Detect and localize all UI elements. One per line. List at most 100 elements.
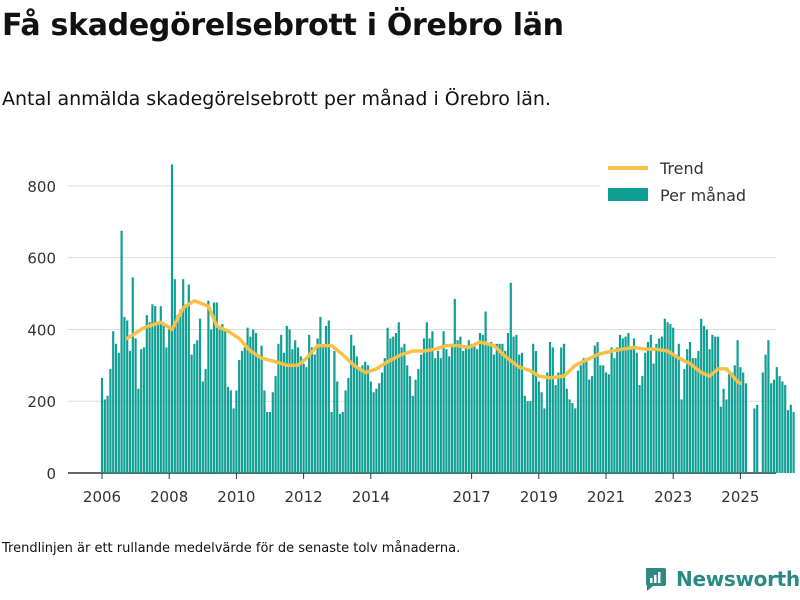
bar — [579, 365, 582, 473]
bar — [249, 336, 252, 473]
y-tick-label: 800 — [27, 178, 56, 196]
bar — [324, 325, 328, 473]
bar — [156, 322, 160, 473]
chart-title: Få skadegörelsebrott i Örebro län — [2, 8, 564, 43]
bar — [330, 411, 333, 473]
bar — [151, 304, 154, 473]
bar — [310, 347, 314, 473]
newsworthy-logo-icon — [646, 568, 666, 591]
bar — [789, 404, 792, 473]
bar — [548, 342, 552, 473]
bar — [672, 327, 675, 473]
bar — [506, 333, 510, 473]
bar — [652, 363, 655, 473]
x-tick-label: 2010 — [217, 488, 255, 506]
bar — [518, 354, 521, 473]
bar — [596, 342, 599, 473]
brand-logo[interactable]: Newsworthy — [644, 566, 800, 592]
bar — [705, 329, 708, 473]
bar — [467, 340, 470, 473]
bar — [456, 340, 459, 473]
bar — [274, 376, 277, 473]
bar — [282, 352, 286, 473]
x-tick-label: 2012 — [285, 488, 323, 506]
bar — [254, 333, 258, 473]
bar — [644, 352, 647, 473]
bar — [481, 334, 484, 473]
bar — [198, 318, 202, 473]
bar — [711, 334, 714, 473]
bar — [140, 349, 143, 473]
bar — [173, 279, 176, 473]
bar — [257, 354, 260, 473]
x-tick-label: 2021 — [587, 488, 625, 506]
bar — [154, 306, 157, 473]
bar — [478, 333, 482, 473]
bar — [299, 356, 302, 473]
bar — [341, 411, 344, 473]
bar — [439, 358, 442, 473]
bar — [372, 392, 375, 473]
y-tick-label: 400 — [27, 321, 56, 339]
bar — [725, 399, 728, 473]
bar — [772, 379, 776, 473]
bar — [742, 372, 745, 473]
bar — [781, 381, 784, 473]
bar — [280, 334, 283, 473]
bar — [215, 302, 218, 473]
bar — [655, 343, 658, 473]
bar — [364, 361, 367, 473]
bar — [767, 340, 770, 473]
bar — [501, 343, 504, 473]
bar — [686, 349, 689, 473]
bar — [400, 347, 403, 473]
bar — [319, 316, 322, 473]
legend-bar-swatch — [608, 188, 648, 201]
bar — [187, 284, 190, 473]
bar — [190, 354, 193, 473]
bar — [448, 356, 451, 473]
bar — [462, 350, 465, 473]
bar — [327, 320, 330, 473]
bar — [322, 347, 325, 473]
bar — [358, 368, 361, 473]
bar — [526, 401, 529, 473]
bar — [436, 350, 440, 473]
bar — [333, 350, 336, 473]
x-axis: 2006 2008 2010 2012 2014 2017 2019 2021 2023 2025 — [83, 473, 759, 506]
bar — [201, 381, 204, 473]
bar — [786, 410, 790, 473]
bar — [733, 365, 736, 473]
bar — [182, 279, 185, 473]
bar — [632, 338, 636, 473]
bar — [646, 342, 650, 473]
bar — [162, 322, 165, 473]
bar — [417, 368, 420, 473]
bar — [515, 334, 518, 473]
bar — [784, 385, 787, 473]
bar — [252, 329, 255, 473]
bar — [285, 325, 288, 473]
bar — [546, 372, 549, 473]
bar — [344, 390, 347, 473]
bar — [176, 315, 179, 473]
bar — [473, 345, 476, 473]
bar — [537, 381, 540, 473]
bar — [268, 411, 272, 473]
bar — [235, 390, 238, 473]
bar — [666, 322, 669, 473]
bar — [302, 363, 305, 473]
bar — [308, 334, 311, 473]
bar — [277, 343, 280, 473]
bar — [336, 381, 339, 473]
bar — [691, 358, 694, 473]
bar — [599, 365, 602, 473]
bar — [730, 372, 734, 473]
bar — [403, 343, 406, 473]
bar — [588, 379, 591, 473]
legend-bar-label: Per månad — [660, 186, 746, 205]
bar — [246, 327, 249, 473]
bar — [453, 298, 456, 473]
bar — [610, 347, 613, 473]
